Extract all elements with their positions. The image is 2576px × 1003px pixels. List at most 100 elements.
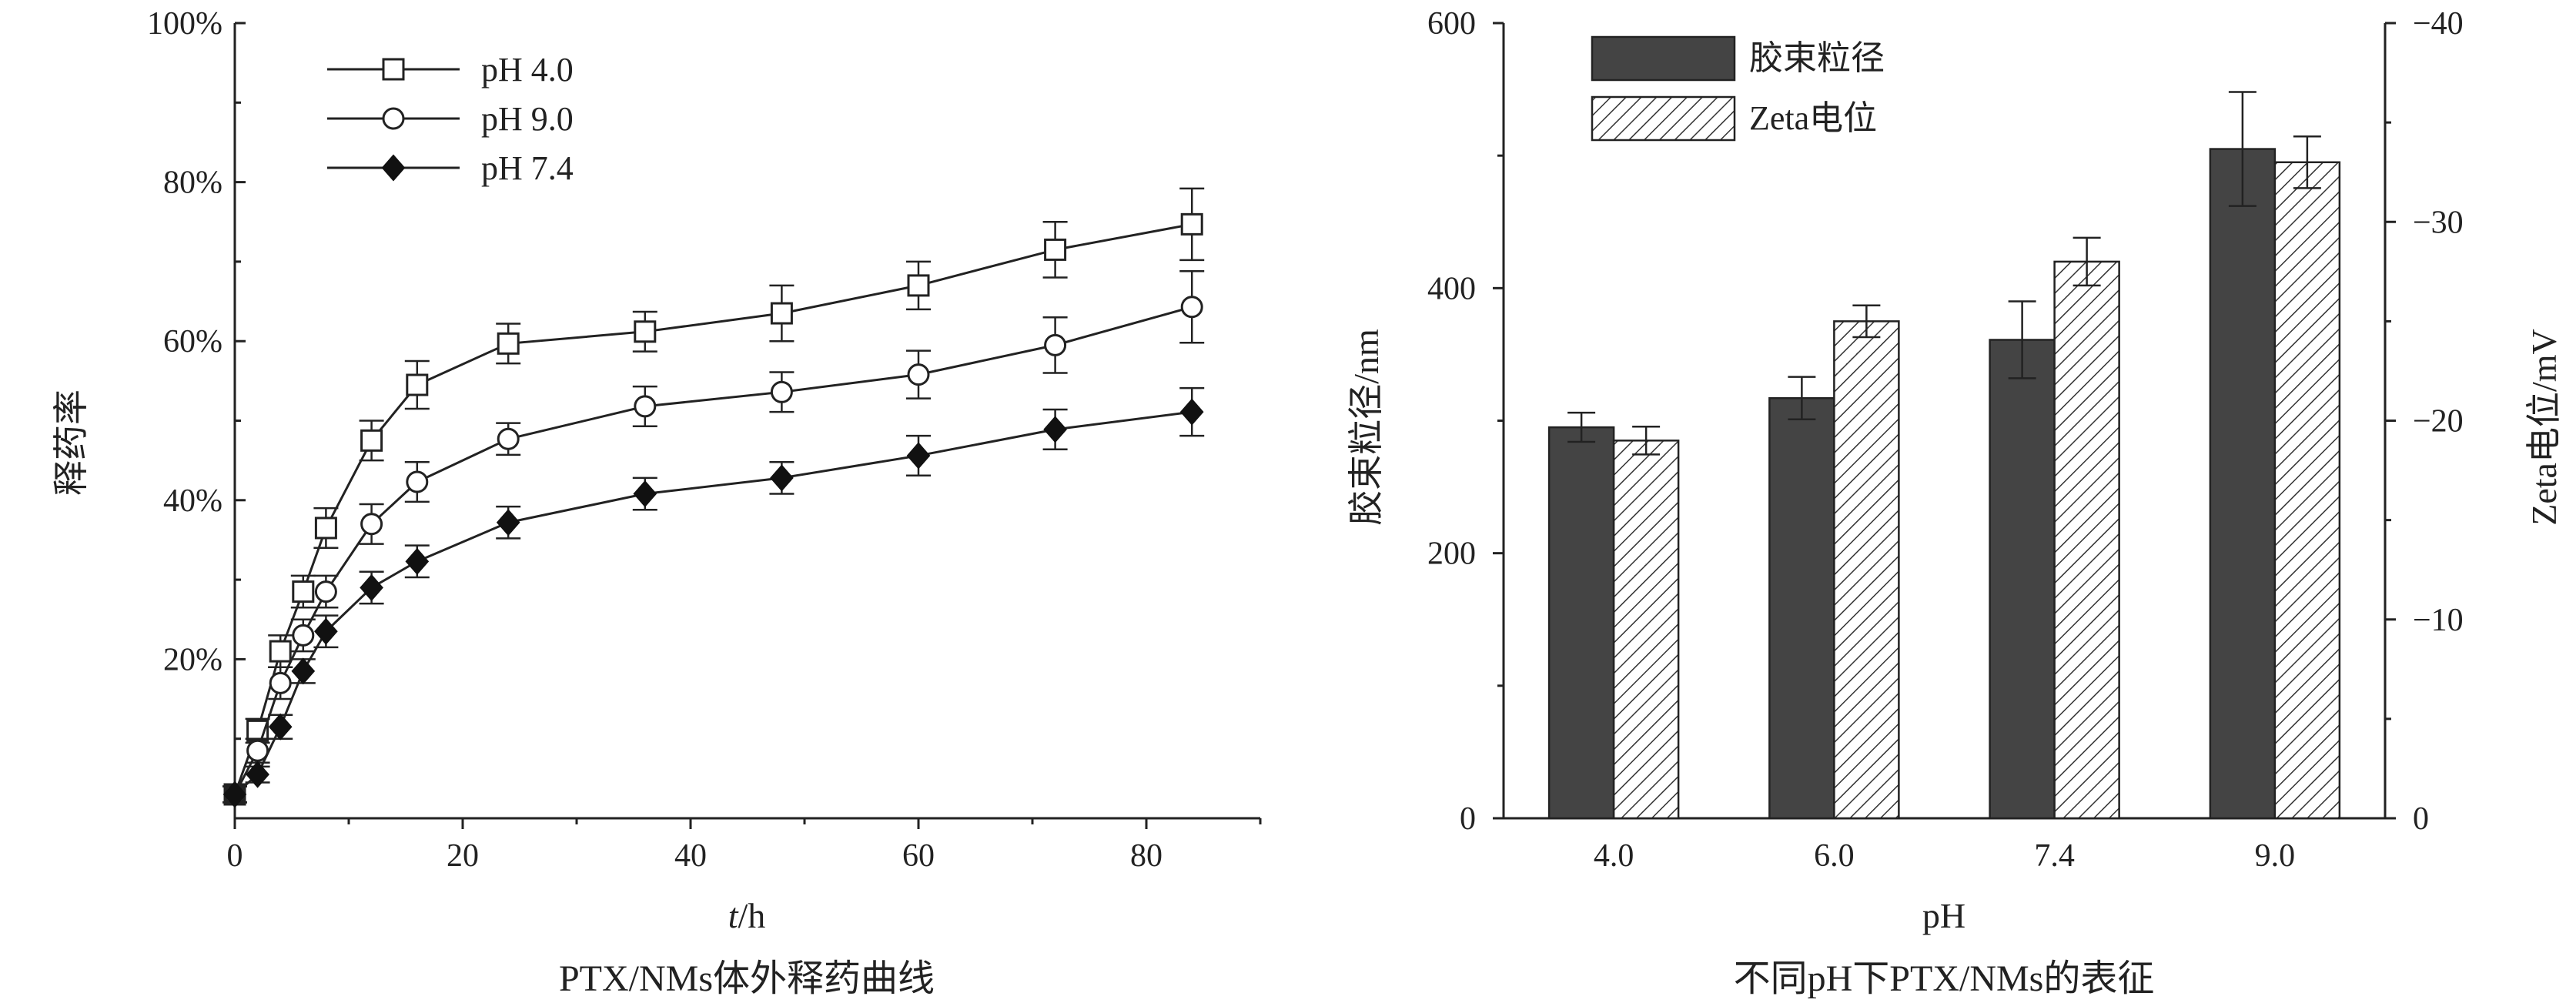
release-point bbox=[497, 332, 520, 355]
characterization-left-tick-label: 600 bbox=[1427, 6, 1476, 42]
release-legend: pH 4.0 pH 9.0 pH 7.4 bbox=[327, 51, 574, 187]
characterization-error-bar bbox=[1788, 376, 1816, 421]
characterization-bar-1 bbox=[2053, 260, 2120, 820]
characterization-right-ticks: 0 −10 −20 −30 −40 bbox=[2385, 6, 2464, 837]
release-y-tick-label: 100% bbox=[147, 6, 222, 42]
characterization-bar-1 bbox=[1612, 440, 1680, 820]
characterization-bar-1 bbox=[1833, 320, 1900, 820]
release-point bbox=[246, 761, 269, 788]
characterization-error-bar bbox=[2228, 91, 2257, 207]
characterization-error-bar bbox=[1852, 304, 1881, 339]
release-point bbox=[1180, 296, 1203, 319]
release-point bbox=[406, 470, 429, 493]
release-series-0 bbox=[222, 187, 1205, 806]
release-point bbox=[360, 429, 383, 452]
release-point bbox=[1180, 212, 1203, 236]
characterization-right-tick-label: −30 bbox=[2413, 205, 2464, 240]
release-point bbox=[770, 464, 794, 492]
release-point bbox=[360, 573, 383, 601]
release-x-ticks: 0 20 40 60 80 bbox=[227, 818, 1262, 874]
release-x-axis-label-unit: /h bbox=[738, 896, 766, 935]
release-point bbox=[291, 657, 316, 685]
release-point bbox=[314, 580, 337, 603]
release-point bbox=[907, 363, 930, 386]
characterization-x-tick-label: 4.0 bbox=[1594, 838, 1634, 874]
release-y-tick-label: 40% bbox=[163, 483, 222, 519]
characterization-bar-0 bbox=[1547, 426, 1615, 820]
release-legend-marker bbox=[382, 107, 405, 130]
characterization-bar-1 bbox=[2273, 161, 2341, 820]
release-point bbox=[1044, 333, 1067, 356]
release-point bbox=[1044, 238, 1067, 261]
release-point bbox=[907, 274, 930, 297]
characterization-legend-label: Zeta电位 bbox=[1749, 99, 1877, 137]
characterization-right-tick-label: −40 bbox=[2413, 6, 2464, 42]
release-legend-label: pH 7.4 bbox=[481, 149, 574, 187]
characterization-x-axis-label: pH bbox=[1922, 896, 1965, 935]
release-point bbox=[314, 517, 337, 540]
release-x-tick-label: 80 bbox=[1130, 838, 1163, 874]
release-y-ticks: 20% 40% 60% 80% 100% bbox=[147, 6, 246, 741]
release-point bbox=[268, 713, 293, 741]
release-point bbox=[497, 427, 520, 450]
release-series-line bbox=[233, 306, 1193, 795]
release-x-tick-label: 0 bbox=[227, 838, 243, 874]
release-point bbox=[292, 580, 315, 603]
characterization-left-ticks: 0 200 400 600 bbox=[1427, 6, 1504, 837]
release-legend-label: pH 9.0 bbox=[481, 100, 574, 138]
release-point bbox=[633, 480, 657, 508]
release-chart: 20%40%60%80%100% 0 20 40 60 80 pH 4.0pH 9.0p… bbox=[52, 6, 1262, 999]
characterization-legend-label: 胶束粒径 bbox=[1749, 39, 1885, 77]
characterization-left-axis-label: 胶束粒径/nm bbox=[1347, 329, 1386, 526]
characterization-left-tick-label: 400 bbox=[1427, 271, 1476, 306]
release-point bbox=[1179, 398, 1204, 426]
release-y-tick-label: 60% bbox=[163, 324, 222, 359]
release-legend-marker bbox=[382, 58, 405, 81]
characterization-bars bbox=[1547, 91, 2341, 820]
release-y-tick-label: 20% bbox=[163, 642, 222, 677]
release-point bbox=[246, 739, 269, 762]
release-point bbox=[222, 781, 247, 808]
release-point bbox=[269, 671, 292, 694]
release-y-tick-label: 80% bbox=[163, 165, 222, 201]
characterization-error-bar bbox=[2073, 236, 2101, 287]
release-point bbox=[292, 624, 315, 647]
release-series-2 bbox=[222, 386, 1205, 808]
characterization-bar-0 bbox=[2209, 148, 2277, 820]
characterization-legend-swatch bbox=[1591, 35, 1736, 82]
release-point bbox=[906, 442, 931, 470]
characterization-error-bar bbox=[2293, 135, 2321, 189]
release-caption: PTX/NMs体外释药曲线 bbox=[559, 958, 935, 999]
characterization-right-tick-label: 0 bbox=[2413, 801, 2429, 837]
characterization-bar-0 bbox=[1989, 339, 2056, 820]
characterization-x-tick-label: 9.0 bbox=[2255, 838, 2296, 874]
release-point bbox=[634, 320, 657, 343]
characterization-x-tick-label: 6.0 bbox=[1814, 838, 1855, 874]
release-y-axis-label: 释药率 bbox=[52, 389, 91, 496]
characterization-left-tick-label: 200 bbox=[1427, 537, 1476, 572]
characterization-error-bar bbox=[1632, 425, 1661, 456]
release-point bbox=[405, 547, 430, 575]
characterization-caption: 不同pH下PTX/NMs的表征 bbox=[1734, 958, 2155, 999]
release-point bbox=[1043, 416, 1067, 443]
release-x-axis-label: t/h bbox=[728, 896, 766, 935]
release-x-tick-label: 20 bbox=[447, 838, 479, 874]
release-series bbox=[222, 187, 1205, 808]
characterization-legend: 胶束粒径 Zeta电位 bbox=[1591, 35, 1885, 142]
characterization-bar-0 bbox=[1768, 396, 1835, 820]
characterization-x-tick-label: 7.4 bbox=[2034, 838, 2075, 874]
release-point bbox=[770, 302, 793, 325]
release-series-1 bbox=[222, 270, 1205, 806]
release-point bbox=[770, 380, 793, 403]
release-point bbox=[314, 617, 338, 645]
release-x-tick-label: 40 bbox=[674, 838, 707, 874]
release-legend-label: pH 4.0 bbox=[481, 51, 574, 89]
characterization-right-tick-label: −20 bbox=[2413, 404, 2464, 440]
release-point bbox=[634, 395, 657, 418]
release-legend-marker bbox=[381, 154, 406, 182]
release-x-axis-label-italic: t bbox=[728, 896, 739, 935]
characterization-right-axis-label: Zeta电位/mV bbox=[2524, 329, 2564, 526]
characterization-error-bar bbox=[1567, 411, 1596, 443]
characterization-chart: 0 200 400 600 0 −10 −20 −30 −40 4.0 6.0 7.4 9.0 胶束… bbox=[1347, 6, 2564, 999]
